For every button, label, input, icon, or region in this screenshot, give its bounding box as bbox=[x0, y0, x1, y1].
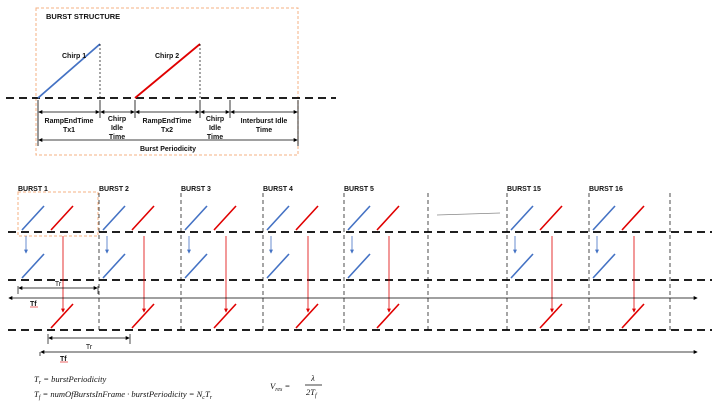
tr-label: Tr bbox=[55, 281, 62, 288]
frame-diagram: BURST 1 BURST 2 BURST 3 BURST 4 BURST 5 BURST… bbox=[8, 186, 712, 363]
burst-3-label: BURST 3 bbox=[181, 186, 211, 193]
burst-3-row1-tx1-chirp bbox=[184, 205, 208, 231]
svg-text:Tr = burstPeriodicity: Tr = burstPeriodicity bbox=[34, 374, 107, 386]
tr-subscript: r bbox=[39, 380, 42, 386]
burst-4-row2-tx1-chirp bbox=[266, 253, 290, 279]
segment-rampend-tx1: RampEndTime Tx1 bbox=[45, 118, 94, 134]
burst-4-row1-tx1-chirp bbox=[266, 205, 290, 231]
burst-6-row3-tx2-chirp bbox=[539, 303, 563, 329]
segment-chirp-idle-2-line3: Time bbox=[207, 134, 223, 141]
burst-structure-panel: BURST STRUCTURE Chirp 1 Chirp 2 RampEndT… bbox=[6, 7, 336, 156]
segment-rampend-tx1-line1: RampEndTime bbox=[45, 118, 94, 125]
ellipsis-gap-line bbox=[436, 212, 501, 216]
segment-chirp-idle-1-line1: Chirp bbox=[108, 116, 126, 123]
segment-chirp-idle-2-line1: Chirp bbox=[206, 116, 224, 123]
svg-text:2Tf: 2Tf bbox=[306, 387, 318, 399]
burst-2-row1-tx1-chirp bbox=[102, 205, 126, 231]
vres-numerator: λ bbox=[310, 373, 315, 383]
segment-chirp-idle-2-line2: Idle bbox=[209, 125, 221, 132]
segment-interburst-idle: Interburst Idle Time bbox=[241, 118, 288, 134]
tf-definition: = numOfBurstsInFrame · burstPeriodicity … bbox=[40, 389, 203, 399]
tf-tr-symbol: T bbox=[205, 389, 211, 399]
burst-2-label: BURST 2 bbox=[99, 186, 129, 193]
chirp1-label: Chirp 1 bbox=[62, 53, 86, 60]
tf-symbol: T bbox=[34, 389, 40, 399]
tf-label-2: Tf bbox=[60, 356, 67, 363]
segment-rampend-tx1-line2: Tx1 bbox=[63, 127, 75, 134]
burst-7-row1-tx1-chirp bbox=[592, 205, 616, 231]
segment-interburst-idle-line1: Interburst Idle bbox=[241, 118, 288, 125]
burst-6-label: BURST 15 bbox=[507, 186, 541, 193]
segment-chirp-idle-1: Chirp Idle Time bbox=[108, 116, 126, 141]
svg-text:Vres =: Vres = bbox=[270, 381, 290, 393]
formula-tr: Tr = burstPeriodicity bbox=[34, 374, 107, 386]
burst-4-label: BURST 4 bbox=[263, 186, 293, 193]
burst-5-row2-tx1-chirp bbox=[347, 253, 371, 279]
segment-chirp-idle-1-line2: Idle bbox=[111, 125, 123, 132]
tr-dimension-row3: Tr bbox=[47, 334, 131, 351]
burst-structure-box bbox=[35, 7, 299, 156]
burst-7-label: BURST 16 bbox=[589, 186, 623, 193]
tf-tr-subscript: r bbox=[210, 395, 213, 401]
burst-6-row2-tx1-chirp bbox=[510, 253, 534, 279]
burst-4-row3-tx2-chirp bbox=[295, 303, 319, 329]
burst-1-row3-tx2-chirp bbox=[50, 303, 74, 329]
chirp1-ramp bbox=[37, 43, 101, 99]
tf-label: Tf bbox=[30, 301, 37, 308]
tr-dimension-row2: Tr bbox=[17, 281, 99, 294]
burst-1-label: BURST 1 bbox=[18, 186, 48, 193]
burst-6-row1-tx1-chirp bbox=[510, 205, 534, 231]
chirp2-ramp bbox=[134, 43, 201, 99]
burst-2-row2-tx1-chirp bbox=[102, 253, 126, 279]
vres-subscript: res bbox=[275, 387, 283, 393]
burst-3-row1-tx2-chirp bbox=[213, 205, 237, 231]
burst-1-row1-tx1-chirp bbox=[21, 205, 45, 231]
tf-dimension-row2: Tf bbox=[8, 296, 698, 308]
burst-2-row1-tx2-chirp bbox=[131, 205, 155, 231]
segment-arrows bbox=[38, 110, 298, 142]
burst-5-row1-tx1-chirp bbox=[347, 205, 371, 231]
svg-text:Tf = numOfBurstsInFrame · burs: Tf = numOfBurstsInFrame · burstPeriodici… bbox=[34, 389, 213, 401]
burst-6-row1-tx2-chirp bbox=[539, 205, 563, 231]
burst-7-row1-tx2-chirp bbox=[621, 205, 645, 231]
burst-4-row1-tx2-chirp bbox=[295, 205, 319, 231]
segment-rampend-tx2-line1: RampEndTime bbox=[143, 118, 192, 125]
chirp2-label: Chirp 2 bbox=[155, 53, 179, 60]
tr-symbol: T bbox=[34, 374, 40, 384]
vres-equals: = bbox=[282, 381, 290, 391]
burst-5-row3-tx2-chirp bbox=[376, 303, 400, 329]
burst-structure-title: BURST STRUCTURE bbox=[46, 12, 120, 21]
segment-ticks bbox=[37, 100, 299, 146]
burst-3-row2-tx1-chirp bbox=[184, 253, 208, 279]
segment-rampend-tx2-line2: Tx2 bbox=[161, 127, 173, 134]
burst-5-row1-tx2-chirp bbox=[376, 205, 400, 231]
segment-chirp-idle-1-line3: Time bbox=[109, 134, 125, 141]
formula-vres: Vres = λ 2Tf bbox=[270, 373, 322, 399]
vres-symbol: V bbox=[270, 381, 277, 391]
tr-definition: = burstPeriodicity bbox=[41, 374, 106, 384]
formula-tf: Tf = numOfBurstsInFrame · burstPeriodici… bbox=[34, 389, 213, 401]
vres-denominator: 2T bbox=[306, 387, 316, 397]
nc-subscript: c bbox=[202, 395, 205, 401]
burst-7-row3-tx2-chirp bbox=[621, 303, 645, 329]
burst-2-row3-tx2-chirp bbox=[131, 303, 155, 329]
vres-denominator-subscript: f bbox=[315, 392, 318, 399]
segment-rampend-tx2: RampEndTime Tx2 bbox=[143, 118, 192, 134]
burst-periodicity-label: Burst Periodicity bbox=[140, 146, 196, 153]
burst-1-row1-tx2-chirp bbox=[50, 205, 74, 231]
burst-5-label: BURST 5 bbox=[344, 186, 374, 193]
tr-label-2: Tr bbox=[86, 344, 93, 351]
burst1-highlight-box bbox=[17, 191, 99, 237]
segment-chirp-idle-2: Chirp Idle Time bbox=[206, 116, 224, 141]
segment-interburst-idle-line2: Time bbox=[256, 127, 272, 134]
burst-3-row3-tx2-chirp bbox=[213, 303, 237, 329]
tf-subscript: f bbox=[39, 394, 42, 401]
burst-7-row2-tx1-chirp bbox=[592, 253, 616, 279]
burst-1-row2-tx1-chirp bbox=[21, 253, 45, 279]
tf-dimension-row3: Tf bbox=[39, 350, 698, 363]
